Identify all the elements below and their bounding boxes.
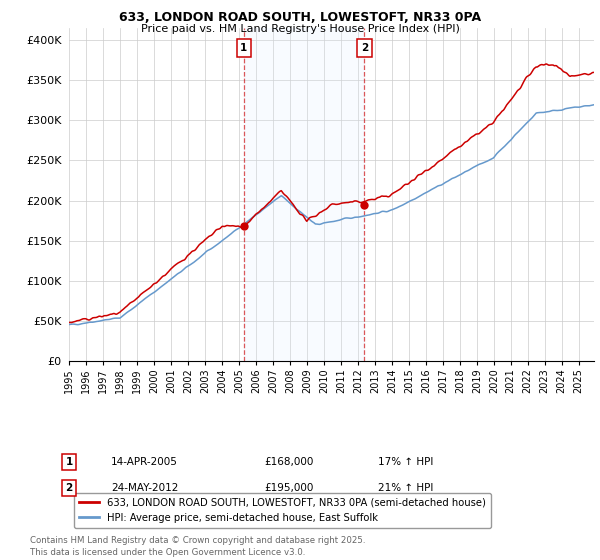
Legend: 633, LONDON ROAD SOUTH, LOWESTOFT, NR33 0PA (semi-detached house), HPI: Average : 633, LONDON ROAD SOUTH, LOWESTOFT, NR33 … [74,493,491,528]
Text: £168,000: £168,000 [264,457,313,467]
Text: 21% ↑ HPI: 21% ↑ HPI [378,483,433,493]
Text: 1: 1 [65,457,73,467]
Text: £195,000: £195,000 [264,483,313,493]
Text: 14-APR-2005: 14-APR-2005 [111,457,178,467]
Text: 24-MAY-2012: 24-MAY-2012 [111,483,178,493]
Text: 17% ↑ HPI: 17% ↑ HPI [378,457,433,467]
Text: Price paid vs. HM Land Registry's House Price Index (HPI): Price paid vs. HM Land Registry's House … [140,24,460,34]
Text: 1: 1 [240,43,247,53]
Text: 633, LONDON ROAD SOUTH, LOWESTOFT, NR33 0PA: 633, LONDON ROAD SOUTH, LOWESTOFT, NR33 … [119,11,481,24]
Text: 2: 2 [65,483,73,493]
Text: Contains HM Land Registry data © Crown copyright and database right 2025.
This d: Contains HM Land Registry data © Crown c… [30,536,365,557]
Text: 2: 2 [361,43,368,53]
Bar [244,28,364,361]
